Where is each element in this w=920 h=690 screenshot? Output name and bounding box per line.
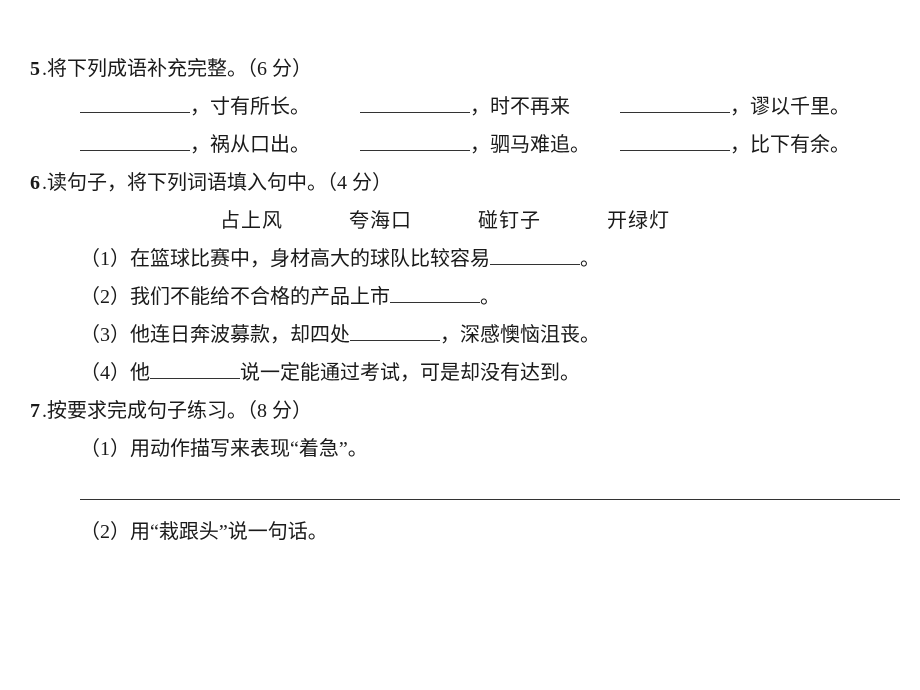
fill-blank[interactable] — [150, 359, 240, 379]
q5-title-line: 5 . 将下列成语补充完整。（6 分） — [30, 50, 890, 88]
q5-r2a: ，祸从口出。 — [190, 126, 310, 164]
q7-number: 7 — [30, 392, 40, 430]
item-post: 。 — [480, 278, 500, 316]
item-text: 用“栽跟头”说一句话。 — [130, 513, 328, 551]
q5-row2: ，祸从口出。 ，驷马难追。 ，比下有余。 — [80, 126, 890, 164]
item-number: （1） — [80, 240, 130, 278]
q7-item-2: （2） 用“栽跟头”说一句话。 — [80, 513, 890, 551]
item-text: 用动作描写来表现“着急”。 — [130, 430, 368, 468]
item-pre: 他 — [130, 354, 150, 392]
q5-r1c: ，谬以千里。 — [730, 88, 850, 126]
q6-item-1: （1） 在篮球比赛中，身材高大的球队比较容易 。 — [80, 240, 890, 278]
fill-blank[interactable] — [620, 93, 730, 113]
fill-blank[interactable] — [390, 283, 480, 303]
q5-title: 将下列成语补充完整。（6 分） — [47, 50, 312, 88]
q6-word-bank: 占上风 夸海口 碰钉子 开绿灯 — [220, 202, 890, 240]
q6-title-line: 6 . 读句子，将下列词语填入句中。（4 分） — [30, 164, 890, 202]
item-post: ，深感懊恼沮丧。 — [440, 316, 600, 354]
fill-blank[interactable] — [620, 131, 730, 151]
q6-item-2: （2） 我们不能给不合格的产品上市 。 — [80, 278, 890, 316]
q7-item-1: （1） 用动作描写来表现“着急”。 — [80, 430, 890, 468]
fill-blank[interactable] — [490, 245, 580, 265]
item-number: （2） — [80, 278, 130, 316]
item-pre: 我们不能给不合格的产品上市 — [130, 278, 390, 316]
item-post: 说一定能通过考试，可是却没有达到。 — [240, 354, 580, 392]
q6-item-4: （4） 他 说一定能通过考试，可是却没有达到。 — [80, 354, 890, 392]
fill-blank[interactable] — [350, 321, 440, 341]
q6-item-3: （3） 他连日奔波募款，却四处 ，深感懊恼沮丧。 — [80, 316, 890, 354]
item-post: 。 — [580, 240, 600, 278]
item-pre: 他连日奔波募款，却四处 — [130, 316, 350, 354]
q6-number: 6 — [30, 164, 40, 202]
q7-title: 按要求完成句子练习。（8 分） — [47, 392, 312, 430]
item-number: （2） — [80, 513, 130, 551]
q6-title: 读句子，将下列词语填入句中。（4 分） — [47, 164, 392, 202]
q5-r2b: ，驷马难追。 — [470, 126, 590, 164]
q5-row1: ，寸有所长。 ，时不再来 ，谬以千里。 — [80, 88, 890, 126]
q7-title-line: 7 . 按要求完成句子练习。（8 分） — [30, 392, 890, 430]
q5-r1b: ，时不再来 — [470, 88, 570, 126]
q5-r1a: ，寸有所长。 — [190, 88, 310, 126]
fill-blank[interactable] — [80, 93, 190, 113]
item-number: （1） — [80, 430, 130, 468]
item-pre: 在篮球比赛中，身材高大的球队比较容易 — [130, 240, 490, 278]
q5-r2c: ，比下有余。 — [730, 126, 850, 164]
q5-number: 5 — [30, 50, 40, 88]
q7-answer-line-1[interactable] — [30, 468, 890, 513]
item-number: （4） — [80, 354, 130, 392]
item-number: （3） — [80, 316, 130, 354]
fill-blank[interactable] — [360, 131, 470, 151]
fill-blank[interactable] — [360, 93, 470, 113]
fill-blank[interactable] — [80, 131, 190, 151]
